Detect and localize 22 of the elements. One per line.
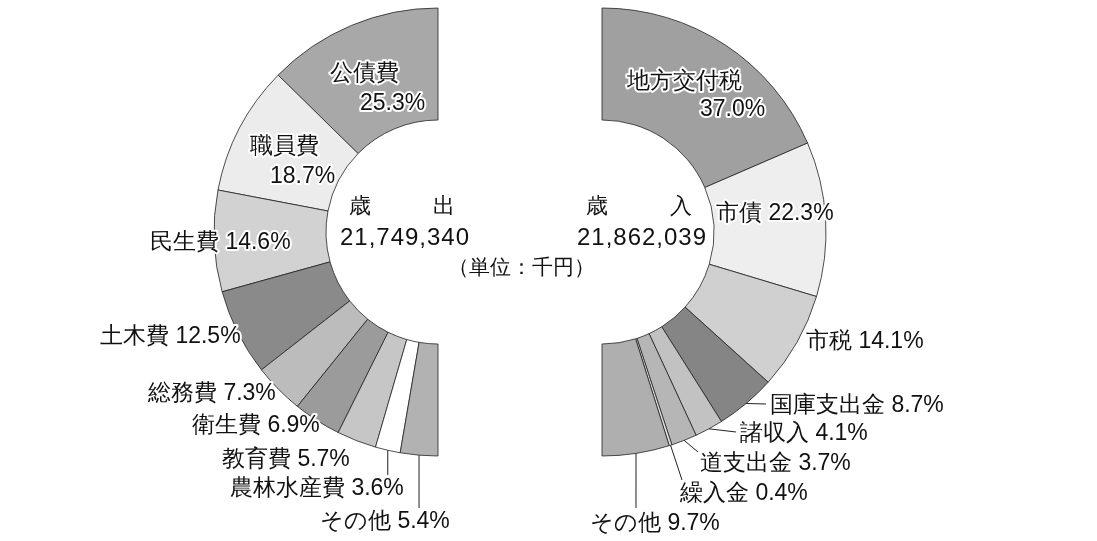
data-label: 農林水産費 3.6% — [230, 474, 404, 500]
data-label: 民生費 14.6% — [150, 228, 291, 254]
subtitle: 21,862,039 — [576, 222, 708, 250]
data-label: 衛生費 6.9% — [192, 411, 320, 437]
data-label: 市税 14.1% — [806, 327, 924, 353]
annotation: （単位：千円） — [447, 254, 595, 278]
data-label: 諸収入 4.1% — [740, 419, 868, 445]
data-label: 土木費 12.5% — [100, 322, 241, 348]
data-label: 総務費 7.3% — [148, 379, 276, 405]
data-label: 繰入金 0.4% — [680, 479, 808, 505]
data-label: 市債 22.3% — [716, 199, 834, 225]
data-label: 道支出金 3.7% — [700, 449, 851, 475]
data-label: 公債費 25.3% — [330, 59, 426, 115]
data-label: 教育費 5.7% — [222, 445, 350, 471]
data-label: 職員費 18.7% — [250, 132, 336, 188]
data-label: その他 5.4% — [320, 507, 450, 533]
subtitle: 21,749,340 — [339, 222, 471, 250]
data-label: その他 9.7% — [590, 509, 720, 535]
data-label: 地方交付税 37.0% — [627, 67, 766, 121]
title: 歳 入 — [586, 192, 698, 218]
data-label: 国庫支出金 8.7% — [770, 391, 944, 417]
title: 歳 出 — [349, 192, 461, 218]
